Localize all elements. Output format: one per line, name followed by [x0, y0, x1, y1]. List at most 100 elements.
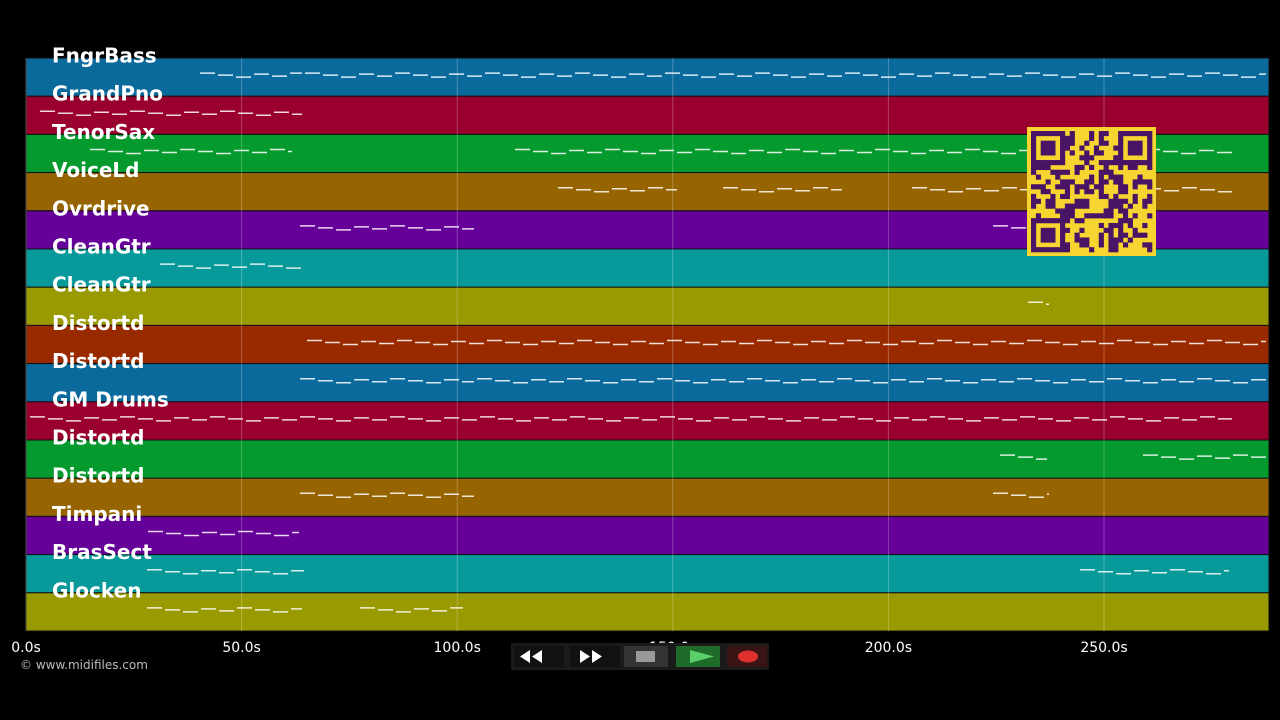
qr-cell	[1118, 160, 1124, 166]
note-stroke	[300, 377, 474, 384]
note-stroke	[300, 492, 474, 499]
qr-cell	[1060, 145, 1066, 151]
qr-cell	[1108, 160, 1114, 166]
qr-cell	[1108, 232, 1114, 238]
qr-cell	[1040, 164, 1046, 171]
qr-cell	[1060, 237, 1066, 243]
track-name: Timpani	[52, 502, 142, 526]
qr-cell	[1084, 160, 1090, 166]
qr-cell	[1113, 179, 1119, 185]
time-tick-label: 250.0s	[1080, 640, 1127, 656]
track-name: Ovrdrive	[52, 196, 150, 220]
play-button[interactable]	[676, 646, 720, 667]
qr-cell	[1074, 189, 1080, 195]
qr-cell	[1147, 135, 1153, 141]
qr-cell	[1098, 184, 1104, 190]
qr-cell	[1079, 242, 1085, 248]
qr-cell	[1084, 213, 1090, 219]
qr-cell	[1060, 218, 1066, 224]
qr-cell	[1031, 145, 1037, 151]
forward-button[interactable]	[570, 646, 620, 667]
qr-cell	[1142, 131, 1148, 137]
qr-cell	[1147, 198, 1153, 204]
qr-cell	[1069, 150, 1075, 156]
rewind-icon	[520, 650, 542, 663]
track-name: VoiceLd	[52, 158, 139, 182]
qr-cell	[1040, 227, 1046, 233]
track-name: CleanGtr	[52, 235, 151, 259]
track-name: GrandPno	[52, 82, 163, 106]
qr-cell	[1055, 247, 1061, 253]
qr-cell	[1122, 131, 1129, 137]
qr-cell	[1093, 213, 1100, 219]
qr-cell	[1031, 198, 1037, 204]
qr-cell	[1031, 164, 1037, 171]
qr-cell	[1064, 184, 1071, 190]
qr-cell	[1122, 208, 1129, 214]
qr-cell	[1064, 193, 1071, 200]
qr-cell	[1098, 174, 1104, 180]
qr-cell	[1132, 179, 1138, 185]
qr-cell	[1118, 140, 1124, 146]
qr-cell	[1035, 160, 1041, 166]
qr-cell	[1084, 150, 1090, 156]
qr-cell	[1074, 198, 1080, 204]
qr-cell	[1031, 242, 1037, 248]
qr-cell	[1118, 131, 1124, 137]
qr-cell	[1040, 145, 1046, 151]
qr-cell	[1045, 150, 1051, 156]
qr-cell	[1098, 232, 1104, 238]
qr-cell	[1098, 237, 1104, 243]
qr-cell	[1118, 155, 1124, 161]
stop-button[interactable]	[624, 646, 668, 667]
track-name: TenorSax	[52, 120, 155, 144]
qr-cell	[1132, 140, 1138, 146]
rewind-button[interactable]	[514, 646, 564, 667]
track-name: Glocken	[52, 578, 141, 602]
qr-cell	[1093, 150, 1100, 156]
qr-cell	[1064, 145, 1071, 151]
qr-cell	[1060, 155, 1066, 161]
qr-code	[1027, 127, 1156, 256]
track-row	[25, 554, 1270, 594]
qr-cell	[1060, 213, 1066, 219]
note-stroke	[723, 186, 842, 193]
qr-cell	[1055, 174, 1061, 180]
notes	[30, 72, 1266, 613]
qr-cell	[1050, 169, 1056, 175]
qr-cell	[1050, 232, 1056, 238]
qr-cell	[1064, 213, 1071, 219]
track-row	[25, 57, 1270, 97]
track-row	[25, 286, 1270, 326]
qr-cell	[1060, 135, 1066, 141]
qr-cell	[1084, 203, 1090, 209]
qr-cell	[1055, 184, 1061, 190]
qr-cell	[1127, 237, 1133, 243]
qr-cell	[1031, 237, 1037, 243]
qr-cell	[1084, 189, 1090, 195]
record-button[interactable]	[727, 646, 767, 667]
qr-cell	[1055, 131, 1061, 137]
qr-cell	[1147, 155, 1153, 161]
qr-cell	[1084, 179, 1090, 185]
note-stroke	[1080, 568, 1229, 575]
qr-cell	[1069, 135, 1075, 141]
qr-cell	[1035, 184, 1041, 190]
qr-cell	[1045, 198, 1051, 204]
qr-cell	[1045, 189, 1051, 195]
qr-cell	[1108, 242, 1114, 248]
note-stroke	[90, 148, 292, 155]
qr-cell	[1050, 193, 1056, 200]
qr-cell	[1142, 179, 1148, 185]
qr-cell	[1127, 131, 1133, 137]
qr-cell	[1132, 193, 1138, 200]
qr-cell	[1108, 174, 1114, 180]
qr-cell	[1069, 203, 1075, 209]
qr-cell	[1031, 160, 1037, 166]
qr-cell	[1069, 140, 1075, 146]
qr-cell	[1132, 150, 1138, 156]
qr-cell	[1079, 237, 1085, 243]
qr-cell	[1060, 208, 1066, 214]
qr-cell	[1079, 227, 1085, 233]
qr-cell	[1103, 169, 1109, 175]
